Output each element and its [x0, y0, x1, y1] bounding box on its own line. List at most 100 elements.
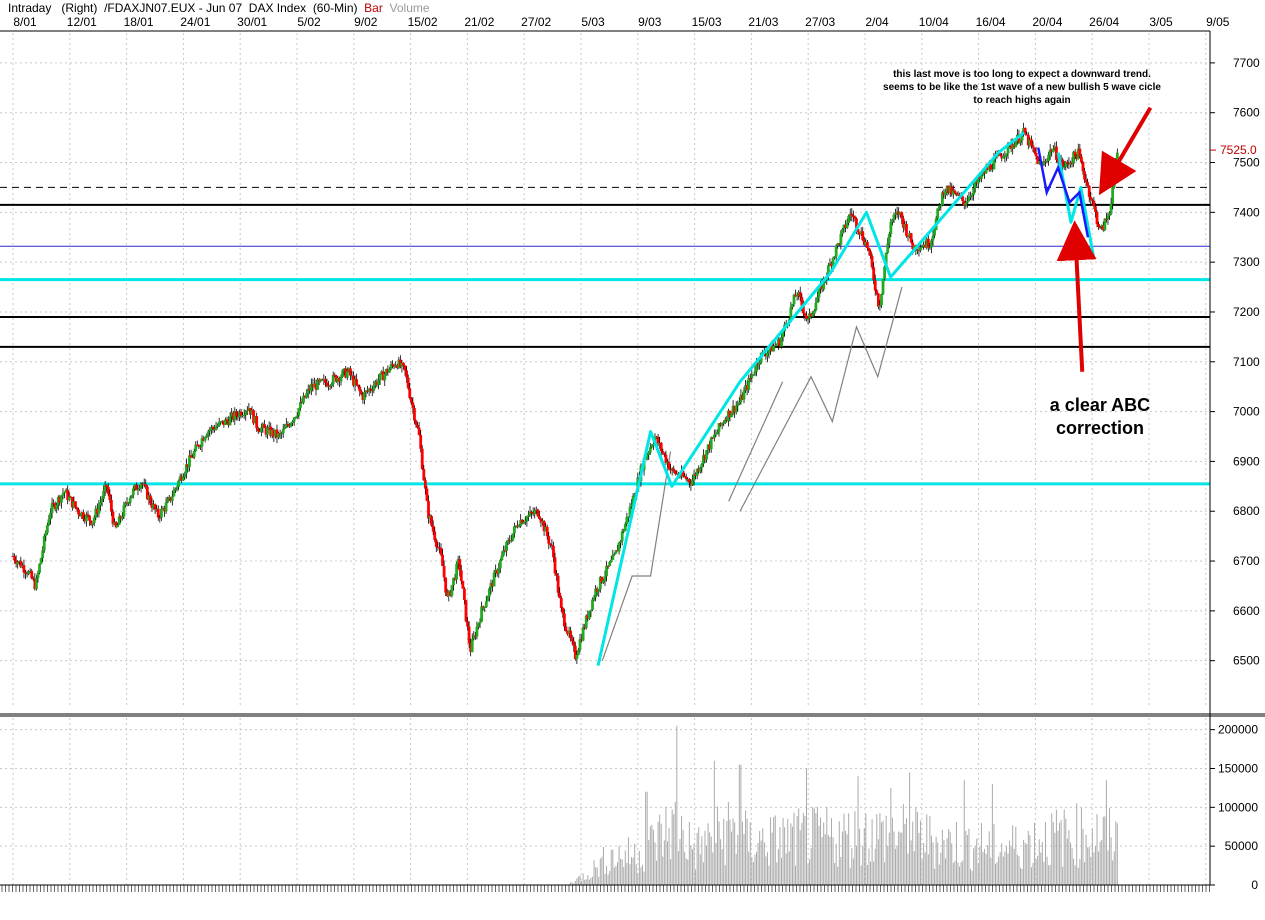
annotation-bullish-note: this last move is too long to expect a d… — [883, 69, 1161, 106]
candle-body — [1012, 144, 1016, 148]
candle-body — [558, 592, 562, 598]
candle-body — [525, 516, 529, 522]
candle-body — [702, 455, 705, 464]
header-type-label[interactable]: Bar — [364, 1, 383, 15]
candle-body — [1006, 143, 1010, 154]
candle-body — [133, 484, 137, 489]
candle-body — [901, 218, 905, 228]
candle-body — [255, 416, 259, 429]
chart-header: Intraday (Right) /FDAXJN07.EUX - Jun 07 … — [8, 1, 430, 15]
x-tick-label: 2/04 — [865, 15, 889, 29]
candle-body — [35, 578, 38, 590]
candle-body — [114, 522, 118, 528]
x-tick-label: 5/02 — [297, 15, 321, 29]
header-axis-side: (Right) — [61, 1, 98, 15]
x-axis-ticks: 8/01 12/01 18/01 24/01 30/01 5/02 9/02 15/02 21/… — [13, 15, 1229, 29]
candle-body — [409, 398, 413, 403]
candle-body — [230, 412, 234, 417]
candle-body — [1109, 203, 1113, 214]
horizontal-levels — [0, 186, 1210, 486]
candle-body — [758, 362, 762, 365]
candle-body — [259, 427, 263, 433]
vol-tick-label: 50000 — [1225, 839, 1259, 853]
candle-body — [587, 611, 591, 619]
candle-body — [428, 516, 432, 519]
candle-body — [1019, 140, 1022, 143]
candle-body — [41, 550, 45, 559]
candle-body — [766, 352, 769, 357]
candle-body — [801, 305, 805, 314]
header-volume-label[interactable]: Volume — [389, 1, 430, 15]
candle-body — [113, 522, 116, 525]
y-tick-label: 7300 — [1233, 255, 1260, 269]
candle-body — [944, 191, 947, 196]
candle-body — [239, 411, 243, 417]
candle-body — [52, 503, 56, 505]
candle-body — [503, 550, 507, 552]
candle-body — [320, 379, 324, 381]
candle-body — [1097, 224, 1100, 228]
candle-body — [275, 429, 279, 438]
candle-body — [180, 476, 184, 481]
candle-body — [22, 565, 26, 573]
candle-body — [167, 497, 171, 500]
candle-body — [295, 415, 299, 418]
candle-body — [288, 425, 291, 427]
candle-body — [145, 486, 149, 500]
candle-body — [553, 557, 557, 574]
candle-body — [1044, 161, 1047, 163]
candle-body — [800, 296, 804, 306]
candle-body — [1101, 225, 1105, 231]
candle-body — [80, 512, 84, 517]
candle-body — [886, 243, 890, 253]
candle-body — [650, 446, 654, 448]
candle-body — [1005, 153, 1008, 157]
candle-body — [236, 415, 240, 418]
candle-body — [170, 496, 174, 501]
candle-body — [930, 240, 933, 248]
y-tick-label: 7500 — [1233, 156, 1260, 170]
candle-body — [716, 431, 719, 435]
candle-body — [1056, 159, 1060, 163]
candle-body — [417, 427, 421, 435]
candle-body — [105, 484, 109, 487]
candle-body — [830, 263, 833, 267]
candle-body — [202, 438, 205, 441]
candle-body — [292, 417, 296, 422]
candle-body — [484, 601, 488, 607]
candle-body — [316, 379, 319, 390]
candle-body — [483, 606, 487, 608]
candle-body — [962, 201, 966, 206]
candle-body — [438, 547, 441, 549]
candle-body — [191, 457, 195, 459]
recent-wave-line — [1037, 147, 1090, 238]
candle-body — [891, 219, 894, 222]
candle-body — [1036, 156, 1040, 165]
candle-body — [481, 606, 485, 608]
y-tick-label: 7600 — [1233, 106, 1260, 120]
candle-body — [717, 423, 721, 432]
candle-body — [128, 498, 132, 503]
candle-body — [1011, 144, 1015, 149]
candle-body — [174, 488, 177, 491]
candle-body — [430, 516, 434, 526]
candle-body — [70, 497, 74, 508]
candle-body — [272, 429, 276, 437]
thin-line-2 — [739, 286, 903, 512]
candle-body — [919, 247, 922, 251]
candle-body — [523, 521, 527, 523]
candle-body — [939, 205, 943, 207]
candle-body — [670, 468, 674, 470]
candle-body — [194, 444, 198, 452]
candle-body — [431, 525, 435, 532]
candle-body — [491, 582, 494, 587]
candle-body — [402, 362, 405, 366]
candle-body — [619, 541, 623, 543]
x-tick-label: 24/01 — [180, 15, 210, 29]
candle-body — [659, 442, 663, 452]
candle-body — [627, 516, 630, 518]
candle-body — [78, 514, 82, 517]
candle-body — [394, 365, 398, 367]
candle-body — [56, 496, 60, 505]
candle-body — [274, 429, 277, 437]
